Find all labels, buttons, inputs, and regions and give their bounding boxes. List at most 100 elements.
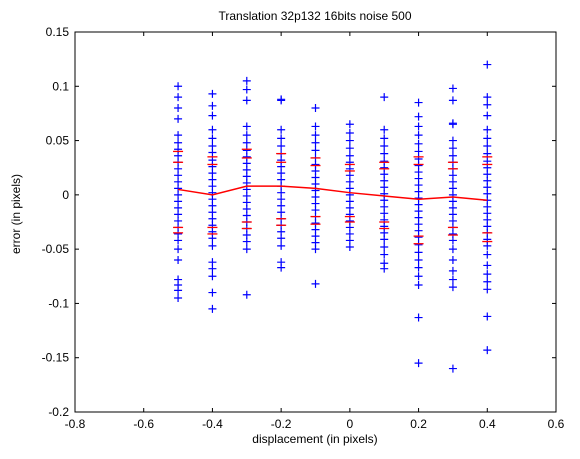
data-point xyxy=(380,93,389,102)
data-point xyxy=(380,125,389,134)
data-point xyxy=(448,236,457,245)
data-point xyxy=(483,241,492,250)
data-point xyxy=(380,235,389,244)
x-axis: -0.8 -0.6 -0.4 -0.2 0 0.2 0.4 0.6 xyxy=(65,32,565,431)
data-point xyxy=(414,272,423,281)
data-point xyxy=(277,263,286,272)
data-point xyxy=(277,241,286,250)
plot-frame xyxy=(74,31,557,413)
data-point xyxy=(242,245,251,254)
data-point xyxy=(483,134,492,143)
data-point xyxy=(448,275,457,284)
data-point xyxy=(414,112,423,121)
data-point xyxy=(174,256,183,264)
data-point xyxy=(174,294,183,302)
data-point xyxy=(208,272,217,281)
data-point xyxy=(483,285,492,294)
data-points xyxy=(174,60,492,373)
data-point xyxy=(208,241,217,250)
data-point xyxy=(242,131,251,140)
x-tick-label: 0.4 xyxy=(479,417,496,431)
data-point xyxy=(277,134,286,143)
data-point xyxy=(242,138,251,147)
data-point xyxy=(414,139,423,148)
x-axis-label: displacement (in pixels) xyxy=(252,432,377,446)
data-point xyxy=(448,283,457,292)
data-point xyxy=(277,96,286,105)
data-point xyxy=(174,82,183,91)
data-point xyxy=(208,148,217,157)
data-point xyxy=(414,233,423,242)
y-tick-label: 0.1 xyxy=(52,79,69,93)
x-tick-label: 0 xyxy=(347,417,354,431)
mean-line xyxy=(177,185,488,202)
data-point xyxy=(208,111,217,120)
data-point xyxy=(242,96,251,105)
data-point xyxy=(414,313,423,322)
x-tick-label: -0.8 xyxy=(65,417,86,431)
data-point xyxy=(380,250,389,259)
data-point xyxy=(345,120,354,129)
x-tick-label: -0.4 xyxy=(202,417,223,431)
data-point xyxy=(174,286,183,295)
data-point xyxy=(483,111,492,120)
data-point xyxy=(380,242,389,251)
y-axis: -0.2 -0.15 -0.1 -0.05 0 0.05 0.1 0.15 xyxy=(42,25,556,419)
data-point xyxy=(311,245,320,254)
data-point xyxy=(483,250,492,259)
data-point xyxy=(380,264,389,273)
data-point xyxy=(414,98,423,107)
data-point xyxy=(414,359,423,368)
data-point xyxy=(483,60,492,69)
data-point xyxy=(483,270,492,279)
y-axis-label: error (in pixels) xyxy=(9,174,23,254)
x-tick-label: -0.6 xyxy=(133,417,154,431)
data-point xyxy=(414,147,423,156)
x-tick-label: -0.2 xyxy=(271,417,292,431)
data-point xyxy=(208,264,217,273)
data-point xyxy=(345,144,354,153)
x-tick-label: 0.2 xyxy=(410,417,427,431)
data-point xyxy=(174,114,183,123)
data-point xyxy=(414,280,423,289)
data-point xyxy=(448,96,457,105)
data-point xyxy=(174,93,183,102)
y-tick-label: -0.15 xyxy=(42,351,70,365)
data-point xyxy=(448,144,457,153)
data-point xyxy=(242,85,251,94)
data-point xyxy=(242,76,251,85)
data-point xyxy=(345,128,354,137)
data-point xyxy=(448,256,457,264)
y-tick-label: 0.05 xyxy=(46,134,70,148)
band-marks xyxy=(173,148,493,245)
data-point xyxy=(174,104,183,112)
x-tick-label: 0.6 xyxy=(548,417,565,431)
data-point xyxy=(448,136,457,145)
data-point xyxy=(311,122,320,131)
data-point xyxy=(414,240,423,249)
data-point xyxy=(208,134,217,143)
data-point xyxy=(311,146,320,155)
data-point xyxy=(380,134,389,143)
data-point xyxy=(483,100,492,109)
data-point xyxy=(311,138,320,147)
y-tick-label: -0.05 xyxy=(42,242,70,256)
data-point xyxy=(242,122,251,131)
data-point xyxy=(208,234,217,243)
data-point xyxy=(311,131,320,140)
data-point xyxy=(483,93,492,102)
chart-title: Translation 32p132 16bits noise 500 xyxy=(218,9,411,23)
data-point xyxy=(483,261,492,270)
data-point xyxy=(277,125,286,134)
data-point xyxy=(208,288,217,297)
data-point xyxy=(277,142,286,150)
data-point xyxy=(483,312,492,321)
data-point xyxy=(414,263,423,272)
data-point xyxy=(483,142,492,150)
data-point xyxy=(483,277,492,286)
data-point xyxy=(174,236,183,245)
data-point xyxy=(345,242,354,251)
data-point xyxy=(242,290,251,299)
data-point xyxy=(483,125,492,134)
